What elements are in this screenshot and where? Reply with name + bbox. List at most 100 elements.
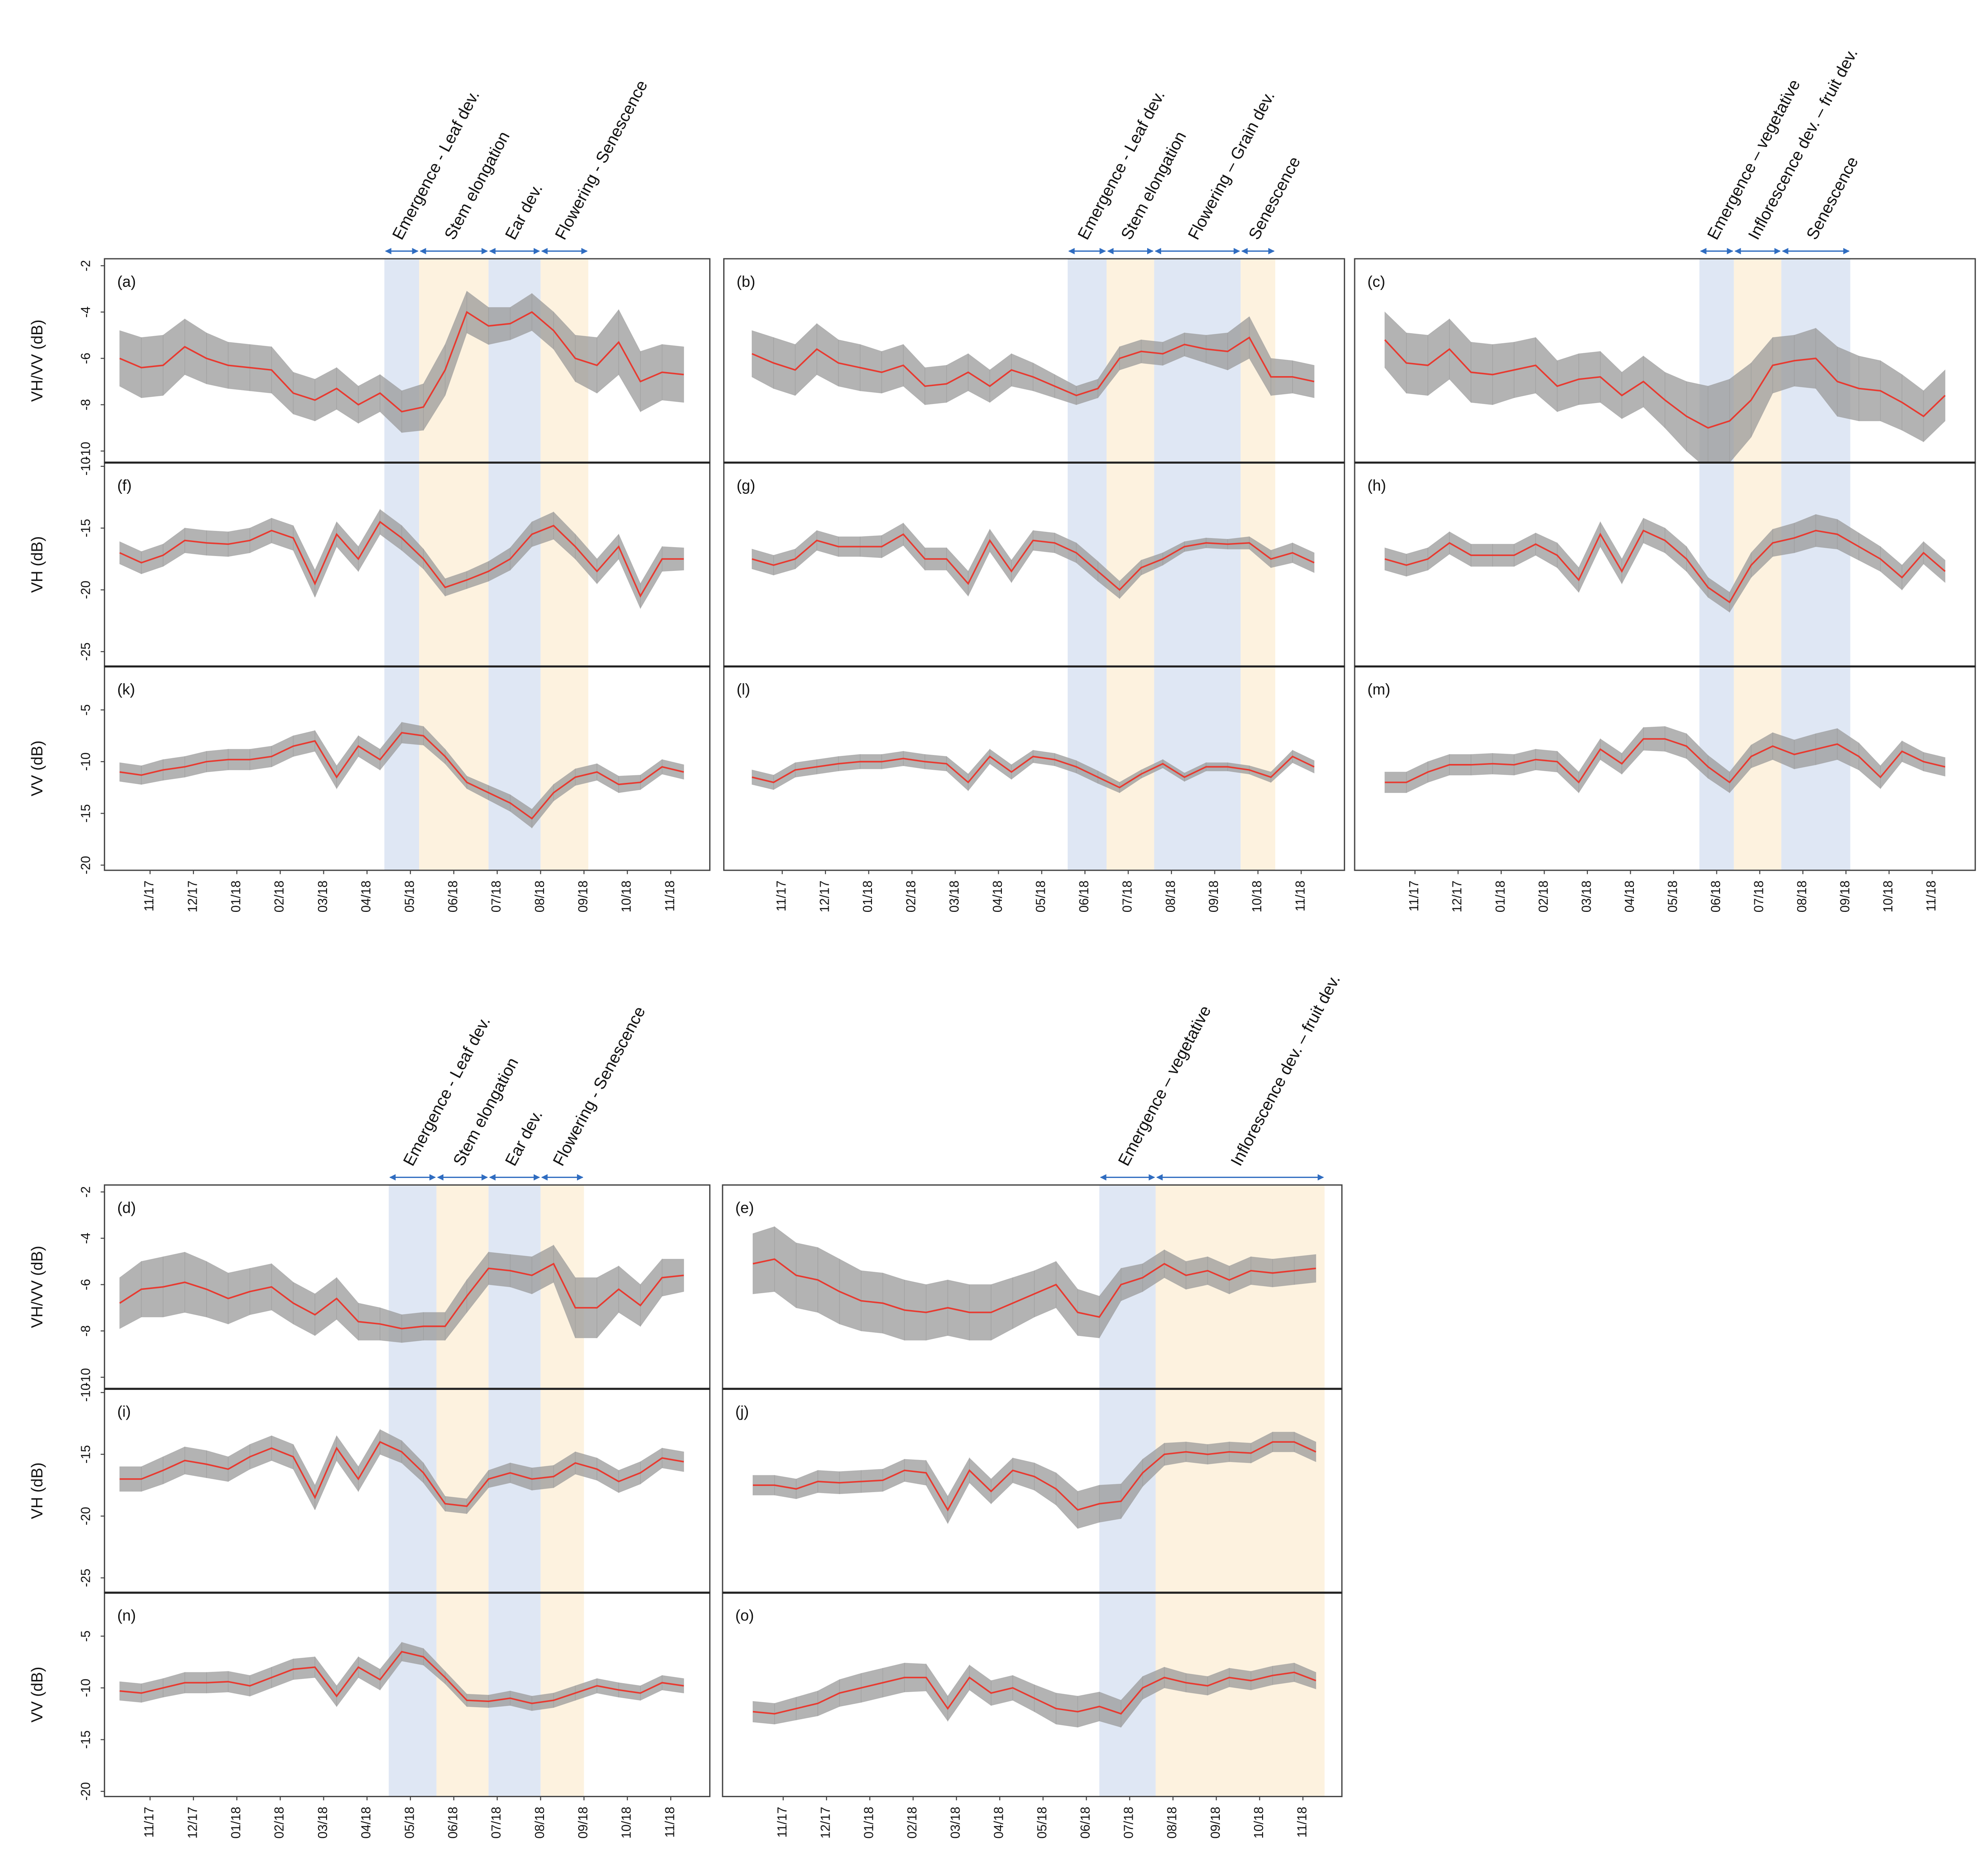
panel-label: (m) [1367, 681, 1390, 698]
x-tick-label: 06/18 [1078, 1807, 1093, 1839]
x-tick-label: 03/18 [948, 1807, 963, 1839]
phase-shading [388, 1592, 437, 1797]
x-tick-label: 06/18 [1708, 880, 1723, 912]
x-tick-label: 04/18 [359, 880, 373, 912]
y-tick-label: -25 [78, 642, 93, 661]
plot-area [119, 1185, 684, 1389]
x-tick-label: 11/17 [142, 1807, 156, 1838]
y-axis-label: VV (dB) [28, 1667, 46, 1723]
y-tick-label: -6 [78, 1279, 93, 1290]
y-tick-label: -5 [78, 1630, 93, 1642]
panel: (g) [723, 461, 1345, 667]
x-tick-label: 07/18 [1752, 880, 1766, 912]
y-tick-label: -20 [78, 856, 93, 874]
phase-shading [1781, 462, 1850, 667]
plot-area [1384, 258, 1946, 463]
mean-line [752, 1671, 1316, 1715]
x-tick-label: 08/18 [532, 880, 547, 912]
error-band [228, 1268, 250, 1325]
panel: (o) 11/17 12/17 01/18 02/18 03/18 04/18 05/18 06… [722, 1592, 1343, 1839]
phase-shading [1155, 1592, 1325, 1797]
error-band [185, 1251, 207, 1318]
x-tick-label: 01/18 [229, 880, 243, 912]
phase-shading [384, 666, 420, 870]
x-tick-label: 09/18 [1208, 1807, 1222, 1839]
x-tick-label: 06/18 [445, 880, 460, 912]
x-tick-label: 05/18 [402, 880, 416, 912]
plot-area [119, 462, 684, 667]
plot-area [752, 1592, 1325, 1797]
x-tick-label: 05/18 [1665, 880, 1679, 912]
phase-shading [384, 462, 420, 667]
y-axis-label: VH (dB) [28, 1463, 46, 1519]
x-tick-label: 02/18 [272, 1807, 286, 1839]
panel: (n) -5 -10 -15 -20 VV (dB) 11/17 12/17 01/18 02/1… [28, 1592, 710, 1839]
x-tick-label: 02/18 [272, 880, 286, 912]
x-tick-label: 03/18 [315, 1807, 330, 1839]
x-tick-label: 11/18 [1293, 880, 1307, 911]
panel: (j) [722, 1388, 1343, 1593]
x-tick-label: 10/18 [1881, 880, 1895, 912]
x-tick-label: 11/17 [1407, 880, 1421, 911]
y-tick-label: -2 [78, 1186, 93, 1197]
mean-line [119, 520, 684, 598]
x-tick-label: 05/18 [1035, 1807, 1049, 1839]
y-tick-label: -10 [78, 442, 93, 460]
phase-shading [1067, 258, 1107, 463]
panel-label: (b) [737, 273, 755, 290]
panel-label: (h) [1367, 477, 1386, 494]
x-tick-label: 12/17 [185, 880, 199, 912]
plot-area [752, 1389, 1325, 1593]
x-tick-label: 11/18 [1924, 880, 1938, 911]
mean-line [120, 1651, 684, 1704]
x-tick-label: 12/17 [185, 1807, 199, 1839]
x-tick-label: 07/18 [1121, 1807, 1136, 1839]
y-tick-label: -10 [78, 1679, 93, 1697]
error-band [839, 1258, 862, 1331]
plot-area [1384, 462, 1946, 667]
panel: (m) 11/17 12/17 01/18 02/18 03/18 04/18 05/18 06… [1354, 665, 1976, 912]
x-tick-label: 02/18 [904, 880, 918, 912]
y-tick-label: -10 [78, 1383, 93, 1402]
panel: (h) [1354, 461, 1976, 667]
panel-label: (d) [117, 1200, 136, 1217]
plot-area [1384, 666, 1946, 870]
y-tick-label: -20 [78, 581, 93, 599]
panel-label: (e) [735, 1200, 754, 1217]
x-tick-label: 10/18 [1251, 1807, 1266, 1839]
x-tick-label: 07/18 [1120, 880, 1134, 912]
y-tick-label: -15 [78, 804, 93, 823]
phase-shading [1154, 462, 1241, 667]
y-tick-label: -20 [78, 1782, 93, 1801]
phase-shading [488, 1389, 541, 1593]
phase-shading [388, 1185, 437, 1389]
panel-label: (i) [117, 1403, 131, 1421]
mean-line [752, 755, 1315, 789]
plot-area [752, 462, 1315, 667]
x-tick-label: 01/18 [1493, 880, 1507, 912]
y-tick-label: -2 [78, 260, 93, 271]
x-tick-label: 11/18 [662, 880, 677, 911]
x-tick-label: 05/18 [1033, 880, 1048, 912]
plot-area [119, 1592, 684, 1797]
plot-area [119, 258, 684, 463]
mean-line [1384, 339, 1946, 429]
y-axis-label: VV (dB) [28, 741, 46, 796]
y-axis-label: VH/VV (dB) [28, 320, 46, 402]
x-tick-label: 07/18 [489, 880, 503, 912]
plot-area [119, 1389, 684, 1593]
mean-line [119, 1262, 684, 1330]
error-band [1837, 346, 1859, 422]
x-tick-label: 01/18 [860, 880, 875, 912]
y-tick-label: -8 [78, 1325, 93, 1337]
x-tick-label: 04/18 [990, 880, 1005, 912]
y-tick-label: -4 [78, 306, 93, 317]
y-tick-label: -10 [78, 752, 93, 771]
plot-area [752, 666, 1315, 870]
y-tick-label: -10 [78, 1368, 93, 1386]
panel-label: (a) [117, 273, 136, 290]
mean-line [120, 731, 684, 820]
panel: (l) 11/17 12/17 01/18 02/18 03/18 04/18 05/18 06… [723, 665, 1345, 912]
